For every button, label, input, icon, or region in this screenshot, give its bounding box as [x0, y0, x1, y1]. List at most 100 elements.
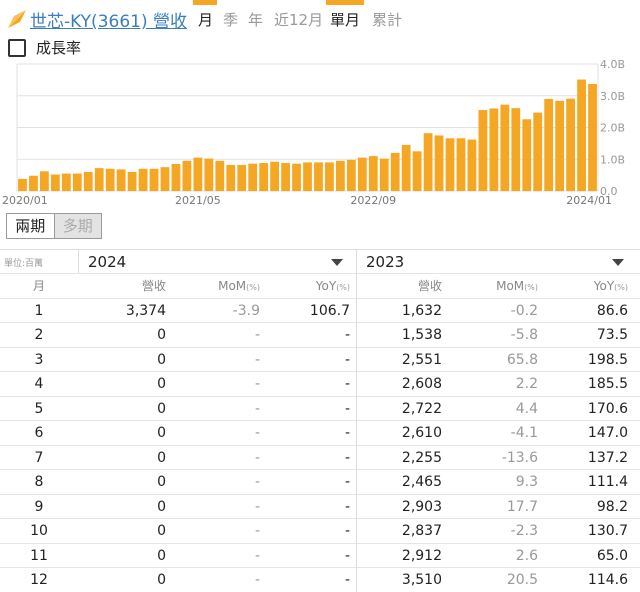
revenue-bar[interactable] [281, 163, 290, 191]
revenue-bar[interactable] [182, 160, 192, 191]
yoy-b-cell: 185.5 [587, 376, 628, 392]
month-cell: 1 [34, 302, 44, 319]
revenue-bar[interactable] [127, 171, 137, 191]
two-period-button[interactable]: 兩期 [7, 214, 55, 238]
header-yoy-b: YoY(%) [593, 279, 628, 293]
year-select-b[interactable]: 2023 [366, 253, 405, 271]
year-a-dropdown-icon[interactable] [331, 259, 343, 266]
revenue-bar[interactable] [357, 157, 367, 191]
revenue-bar[interactable] [423, 133, 433, 191]
revenue-bar[interactable] [412, 151, 422, 191]
revenue-bar[interactable] [368, 156, 378, 191]
yoy-a-cell: - [344, 425, 350, 441]
tab-year[interactable]: 年 [248, 11, 264, 29]
table-row: 9 0 - - 2,903 17.7 98.2 [0, 494, 640, 519]
revenue-bar[interactable] [94, 168, 104, 191]
revenue-bar[interactable] [204, 158, 214, 191]
revenue-bar[interactable] [336, 160, 345, 191]
tab-month[interactable]: 月 [198, 11, 214, 29]
mom-a-cell: - [254, 449, 260, 466]
revenue-a-cell: 0 [157, 400, 166, 417]
revenue-bar[interactable] [105, 168, 115, 191]
tab-cumulative[interactable]: 累計 [372, 11, 403, 29]
revenue-bar[interactable] [160, 167, 170, 191]
revenue-a-cell: 0 [157, 376, 166, 392]
revenue-bar[interactable] [379, 158, 389, 191]
revenue-bar[interactable] [533, 112, 543, 191]
revenue-bar[interactable] [270, 161, 279, 191]
x-tick-label: 2022/09 [350, 194, 396, 207]
mom-a-cell: - [254, 498, 260, 515]
revenue-bar[interactable] [292, 163, 301, 191]
revenue-bar[interactable] [50, 174, 60, 191]
revenue-bar[interactable] [40, 171, 49, 191]
revenue-bar[interactable] [248, 163, 258, 191]
year-select-a[interactable]: 2024 [88, 253, 127, 271]
revenue-bar[interactable] [215, 160, 225, 191]
revenue-bar[interactable] [259, 163, 269, 191]
revenue-bar[interactable] [61, 173, 71, 191]
revenue-bar[interactable] [29, 175, 38, 191]
revenue-bar[interactable] [401, 144, 411, 191]
mom-a-cell: - [254, 474, 260, 490]
mom-a-cell: - [254, 523, 260, 539]
revenue-bar[interactable] [149, 168, 159, 191]
logo-icon [8, 10, 26, 28]
mom-b-cell: -0.2 [510, 302, 538, 319]
table-header-row: 月 營收 MoM(%) YoY(%) 營收 MoM(%) YoY(%) [0, 274, 640, 299]
growth-rate-checkbox[interactable] [8, 39, 26, 57]
tab-single-month[interactable]: 單月 [330, 11, 361, 29]
yoy-b-cell: 130.7 [587, 523, 628, 539]
revenue-bar[interactable] [346, 159, 356, 191]
yoy-b-cell: 147.0 [587, 425, 628, 441]
x-tick-label: 2024/01 [566, 194, 612, 207]
revenue-bar[interactable] [237, 164, 247, 191]
revenue-bar[interactable] [390, 152, 400, 191]
revenue-bar[interactable] [445, 138, 455, 191]
revenue-bar[interactable] [138, 168, 148, 191]
year-b-dropdown-icon[interactable] [612, 259, 624, 266]
revenue-bar[interactable] [588, 84, 597, 191]
revenue-bar[interactable] [18, 178, 27, 191]
revenue-bar[interactable] [434, 135, 444, 191]
yoy-b-cell: 86.6 [596, 302, 628, 319]
stock-title-link[interactable]: 世芯-KY(3661) 營收 [30, 12, 187, 32]
revenue-bar[interactable] [500, 104, 510, 191]
revenue-bar[interactable] [522, 119, 532, 191]
revenue-bar[interactable] [116, 169, 126, 191]
revenue-bar[interactable] [171, 164, 181, 191]
revenue-bar[interactable] [511, 108, 521, 191]
revenue-bar[interactable] [555, 100, 565, 191]
revenue-b-cell: 2,912 [401, 547, 442, 564]
revenue-bar[interactable] [72, 173, 82, 191]
mom-b-cell: 4.4 [515, 400, 538, 417]
revenue-bar[interactable] [544, 98, 554, 191]
revenue-bar[interactable] [314, 162, 323, 191]
revenue-bar[interactable] [566, 98, 575, 191]
y-tick-label: 1.0B [600, 153, 625, 166]
tab-last-12-months[interactable]: 近12月 [274, 11, 324, 29]
revenue-bar[interactable] [226, 164, 236, 191]
revenue-bar[interactable] [83, 171, 93, 191]
revenue-bar[interactable] [489, 108, 499, 191]
mom-a-cell: - [254, 572, 260, 588]
revenue-bar[interactable] [303, 162, 312, 191]
revenue-bar[interactable] [325, 162, 334, 191]
tab-quarter[interactable]: 季 [223, 11, 239, 29]
revenue-b-cell: 2,837 [401, 523, 442, 539]
multi-period-button[interactable]: 多期 [54, 214, 101, 238]
yoy-a-cell: - [344, 498, 350, 515]
mom-b-cell: 20.5 [506, 572, 538, 588]
revenue-a-cell: 3,374 [125, 302, 166, 319]
table-row: 11 0 - - 2,912 2.6 65.0 [0, 543, 640, 568]
revenue-bar[interactable] [193, 157, 203, 191]
revenue-b-cell: 2,608 [401, 376, 442, 392]
revenue-a-cell: 0 [157, 449, 166, 466]
revenue-bar[interactable] [467, 139, 477, 191]
revenue-bar[interactable] [577, 79, 586, 191]
x-tick-label: 2021/05 [175, 194, 221, 207]
revenue-b-cell: 2,903 [401, 498, 442, 515]
revenue-bar[interactable] [456, 138, 466, 191]
revenue-b-cell: 2,255 [401, 449, 442, 466]
revenue-bar[interactable] [478, 110, 488, 191]
